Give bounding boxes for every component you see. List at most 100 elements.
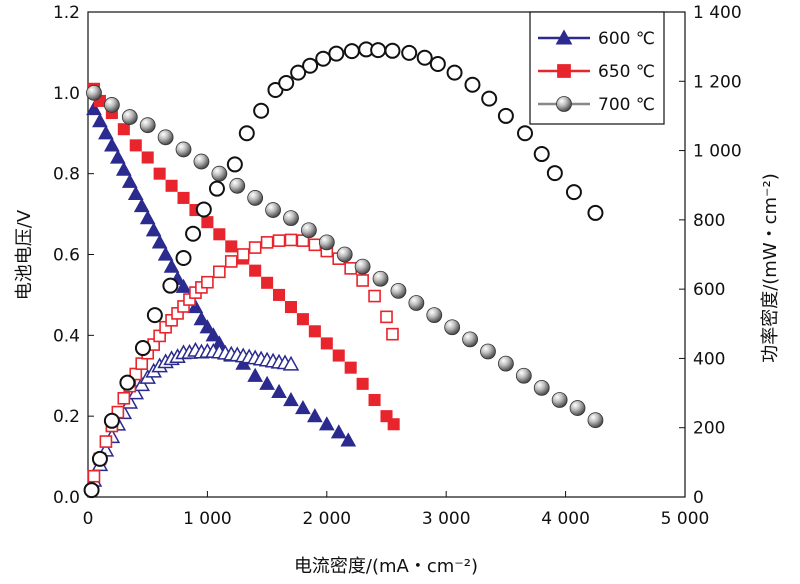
y-right-tick-label: 200 [693,419,725,439]
data-point [201,275,214,289]
series-voltage-2 [87,82,400,431]
legend-marker [556,96,572,112]
data-point [151,234,168,249]
data-point [290,64,307,81]
data-point [328,45,345,62]
data-point [354,258,371,275]
y-left-tick-label: 0.8 [53,165,80,185]
data-point [386,327,399,341]
data-point [551,392,568,408]
data-point [336,246,353,263]
data-point [91,450,108,467]
data-point [86,100,102,116]
y-right-tick-label: 400 [693,349,725,369]
x-axis-label: 电流密度/(mA・cm⁻²) [294,556,478,577]
data-point [340,432,357,447]
data-point [117,123,130,136]
data-point [225,240,238,253]
y-left-tick-label: 1.0 [53,84,80,104]
data-point [464,76,481,93]
data-point [330,424,347,439]
data-point [497,355,514,372]
data-point [265,202,281,218]
data-point [238,125,255,142]
series-layer [83,41,604,499]
data-point [187,299,204,314]
data-point [259,375,275,390]
legend-marker [555,29,573,45]
data-point [139,210,156,225]
legend-marker [557,64,571,78]
data-point [115,161,132,176]
data-point [248,241,262,254]
x-tick-label: 3 000 [422,509,471,529]
data-point [565,184,582,201]
data-point [83,482,100,499]
data-point [380,410,393,423]
data-point [205,327,222,342]
data-point [175,141,192,158]
data-point [141,151,154,164]
data-point [356,274,369,287]
data-point [103,97,120,113]
y-axis-left: 0.0 0.2 0.4 0.6 0.8 1.0 1.2 [53,3,94,508]
x-tick-label: 0 [83,509,94,529]
y-left-tick-label: 0.4 [53,326,80,346]
data-point [446,64,463,81]
data-point [133,376,151,392]
data-point [213,228,226,241]
data-point [199,319,216,334]
data-point [273,288,286,301]
data-point [318,416,335,431]
data-point [229,177,246,194]
data-point [481,90,498,107]
data-point [119,374,136,391]
data-point [370,42,387,59]
data-point [390,282,407,299]
data-point [302,57,319,74]
data-point [163,258,180,273]
data-point [372,270,389,287]
data-point [99,435,113,448]
data-point [343,43,360,60]
data-point [117,391,131,405]
data-point [408,295,425,311]
y-right-tick-label: 1 400 [693,3,742,23]
data-point [92,113,108,128]
y-axis-label-right: 功率密度/(mW・cm⁻²) [760,173,781,363]
legend: 600 ℃ 650 ℃ 700 ℃ [529,11,665,125]
data-point [387,418,400,431]
data-point [185,225,202,242]
data-point [587,204,604,221]
series-voltage-4 [86,84,604,429]
data-point [283,210,299,227]
x-axis: 0 1 000 2 000 3 000 4 000 5 000 [83,491,709,529]
y-left-tick-label: 0.0 [53,488,80,508]
data-point [356,377,369,390]
data-point [236,248,250,261]
legend-label: 700 ℃ [598,95,655,115]
x-tick-label: 4 000 [541,509,590,529]
data-point [271,383,287,399]
legend-label: 650 ℃ [598,62,655,82]
data-point [121,173,138,188]
legend-box [529,11,665,125]
data-point [272,234,286,247]
data-point [546,165,563,182]
y-right-tick-label: 1 200 [693,72,742,92]
data-point [260,236,274,249]
data-point [129,139,142,152]
data-point [533,146,550,163]
data-point [177,191,190,204]
data-point [208,180,225,197]
data-point [165,179,178,192]
data-point [569,400,586,416]
y-left-tick-label: 1.2 [53,3,80,23]
data-point [134,340,151,357]
data-point [195,201,212,218]
data-point [104,137,120,152]
data-point [587,412,604,429]
data-point [462,331,478,348]
data-point [320,337,333,350]
